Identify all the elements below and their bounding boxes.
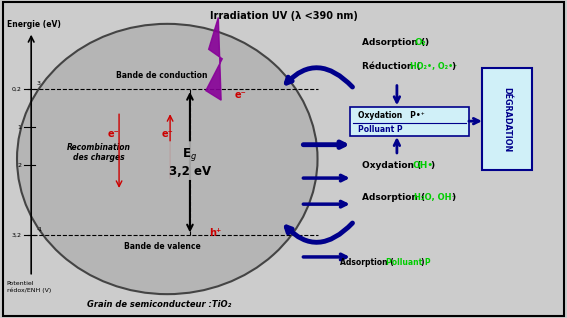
Text: -1: -1	[37, 227, 43, 232]
Text: e⁻: e⁻	[108, 128, 119, 139]
Text: E$_g$
3,2 eV: E$_g$ 3,2 eV	[169, 146, 211, 178]
Text: Irradiation UV (λ <390 nm): Irradiation UV (λ <390 nm)	[210, 11, 357, 21]
Text: DÉGRADATION: DÉGRADATION	[502, 86, 511, 152]
Text: Réduction (: Réduction (	[362, 62, 420, 71]
Text: ): )	[425, 38, 429, 47]
Text: Polluant P: Polluant P	[358, 125, 403, 134]
Text: Energie (eV): Energie (eV)	[7, 20, 61, 29]
Text: H₂O, OH⁻: H₂O, OH⁻	[414, 193, 456, 202]
Text: ): )	[430, 161, 434, 170]
Text: OH•: OH•	[413, 161, 434, 170]
Text: Oxydation (: Oxydation (	[362, 161, 421, 170]
Text: ): )	[421, 258, 424, 267]
Text: 0,2: 0,2	[12, 86, 22, 92]
FancyBboxPatch shape	[482, 68, 532, 170]
Text: HO₂•, O₂•⁻: HO₂•, O₂•⁻	[410, 62, 458, 71]
Text: O₂: O₂	[414, 38, 426, 47]
Text: e⁻: e⁻	[162, 128, 173, 139]
Text: Oxydation   P•⁺: Oxydation P•⁺	[358, 111, 425, 120]
Text: 3,2: 3,2	[11, 233, 22, 238]
Text: Potentiel
rédox/ENH (V): Potentiel rédox/ENH (V)	[7, 281, 51, 293]
Text: e⁻: e⁻	[235, 90, 247, 100]
Text: 2: 2	[18, 163, 22, 168]
FancyBboxPatch shape	[350, 107, 469, 136]
Text: ): )	[451, 62, 455, 71]
Ellipse shape	[17, 24, 318, 294]
Text: Adsorption (: Adsorption (	[362, 193, 425, 202]
Text: Polluant P: Polluant P	[386, 258, 430, 267]
Text: h⁺: h⁺	[209, 228, 222, 238]
Text: Adsorption (: Adsorption (	[362, 38, 425, 47]
Text: Adsorption (: Adsorption (	[340, 258, 394, 267]
Text: Bande de valence: Bande de valence	[124, 242, 201, 251]
Text: ): )	[451, 193, 455, 202]
Text: Recombination
des charges: Recombination des charges	[67, 143, 131, 162]
Text: 3: 3	[37, 81, 41, 86]
Text: 1: 1	[18, 125, 22, 130]
Text: Bande de conduction: Bande de conduction	[116, 71, 208, 80]
Polygon shape	[206, 17, 222, 100]
Text: Grain de semiconducteur :TiO₂: Grain de semiconducteur :TiO₂	[87, 300, 231, 309]
